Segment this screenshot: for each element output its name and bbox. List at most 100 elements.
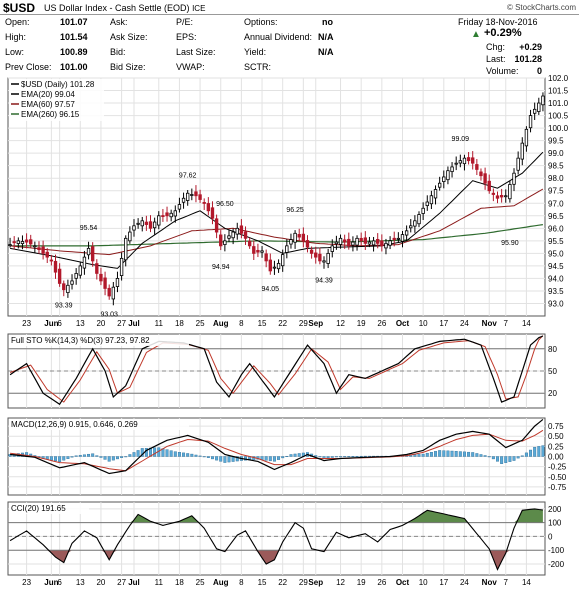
candle-body [289, 239, 293, 245]
y-tick-label: 95.5 [548, 237, 564, 246]
macd-histogram-bar [182, 452, 186, 457]
legend-background [9, 335, 189, 346]
macd-histogram-bar [124, 456, 128, 458]
macd-histogram-bar [446, 450, 450, 457]
candle-body [194, 191, 198, 197]
candle-body [413, 220, 417, 227]
macd-histogram-bar [500, 456, 504, 464]
macd-histogram-bar [533, 446, 537, 457]
macd-histogram-bar [66, 456, 70, 459]
x-tick-label: 18 [175, 578, 184, 587]
candle-body [425, 201, 429, 207]
macd-histogram-bar [49, 456, 53, 461]
ema60-line [10, 188, 544, 256]
macd-histogram-bar [99, 456, 103, 458]
candle-body [367, 241, 372, 245]
x-tick-label: 23 [22, 319, 31, 328]
macd-histogram-bar [483, 455, 487, 457]
y-tick-label: 100.0 [548, 124, 569, 133]
candle-body [512, 172, 516, 185]
macd-histogram-bar [25, 452, 29, 457]
candle-body [380, 240, 384, 247]
stat-label: VWAP: [176, 62, 205, 72]
macd-histogram-bar [516, 456, 520, 459]
macd-histogram-bar [339, 456, 343, 458]
candle-body [351, 241, 355, 246]
stat-label: Options: [244, 17, 278, 27]
macd-histogram-bar [343, 456, 347, 458]
legend-entry: EMA(60) 97.57 [21, 100, 75, 109]
macd-histogram-bar [115, 456, 119, 460]
candle-body [144, 221, 149, 225]
chart-header: $USD US Dollar Index - Cash Settle (EOD)… [0, 0, 579, 78]
candle-body [371, 240, 376, 246]
candle-body [95, 263, 99, 274]
y-tick-label: -100 [548, 546, 565, 555]
candle-body [177, 204, 182, 210]
candle-body [326, 252, 330, 264]
price-annotation: 93.39 [55, 303, 73, 310]
macd-histogram-bar [149, 447, 152, 457]
candle-body [421, 207, 425, 214]
cci-oversold-fill [10, 550, 543, 570]
y-tick-label: -0.75 [548, 483, 567, 492]
macd-histogram-bar [462, 451, 466, 457]
macd-histogram-bar [491, 456, 495, 460]
x-tick-label: 22 [278, 319, 287, 328]
macd-histogram-bar [413, 454, 417, 457]
price-annotation: 94.05 [262, 286, 280, 293]
macd-histogram-bar [326, 456, 330, 459]
x-tick-label: 15 [258, 319, 267, 328]
candle-body [12, 241, 16, 244]
candle-body [409, 225, 413, 229]
macd-histogram-bar [471, 452, 475, 457]
up-arrow-icon: ▲ [471, 29, 481, 40]
macd-histogram-bar [37, 456, 41, 458]
stat-value: 0 [536, 66, 542, 76]
x-tick-label: 10 [419, 578, 428, 587]
macd-histogram-bar [347, 456, 351, 458]
macd-histogram-bar [384, 455, 388, 457]
candle-body [322, 260, 326, 263]
candle-body [446, 170, 450, 181]
candle-body [471, 157, 475, 164]
candle-body [450, 166, 454, 173]
macd-histogram-bar [367, 455, 371, 457]
candle-body [8, 244, 12, 247]
stat-label: Chg: [486, 42, 506, 52]
macd-histogram-bar [219, 456, 223, 462]
candle-body [541, 95, 545, 106]
candle-body [487, 180, 491, 192]
stat-label: EPS: [176, 32, 197, 42]
macd-histogram-bar [479, 454, 483, 457]
x-tick-label: 13 [76, 319, 85, 328]
x-tick-label: 7 [504, 578, 509, 587]
macd-histogram-bar [70, 456, 74, 458]
candle-body [268, 259, 272, 272]
candle-body [520, 142, 524, 160]
stat-label: Annual Dividend: [244, 32, 313, 42]
y-tick-label: 93.0 [548, 299, 564, 308]
x-tick-label: 15 [258, 578, 267, 587]
y-tick-label: 99.0 [548, 149, 564, 158]
legend-background [9, 419, 189, 430]
stat-value: N/A [318, 47, 334, 57]
macd-histogram-bar [223, 456, 227, 463]
macd-histogram-bar [442, 450, 446, 457]
panel-frame [7, 77, 546, 317]
cci-line [9, 508, 543, 571]
stat-label: P/E: [176, 17, 194, 27]
macd-histogram-bar [372, 455, 376, 457]
legend-entry: MACD(12,26,9) 0.915, 0.646, 0.269 [11, 420, 138, 429]
macd-histogram-bar [58, 456, 62, 462]
y-tick-label: 200 [548, 505, 562, 514]
macd-histogram-bar [454, 451, 458, 457]
candle-body [62, 283, 66, 291]
price-panel: 93.0 93.5 94.0 94.5 95.0 95.5 96.0 96.5 97.0 97.5… [7, 74, 569, 328]
price-annotation: 95.54 [80, 225, 98, 232]
candle-body [355, 237, 359, 246]
macd-histogram-bar [392, 455, 396, 457]
candle-body [495, 195, 500, 199]
macd-histogram-bar [62, 456, 66, 461]
